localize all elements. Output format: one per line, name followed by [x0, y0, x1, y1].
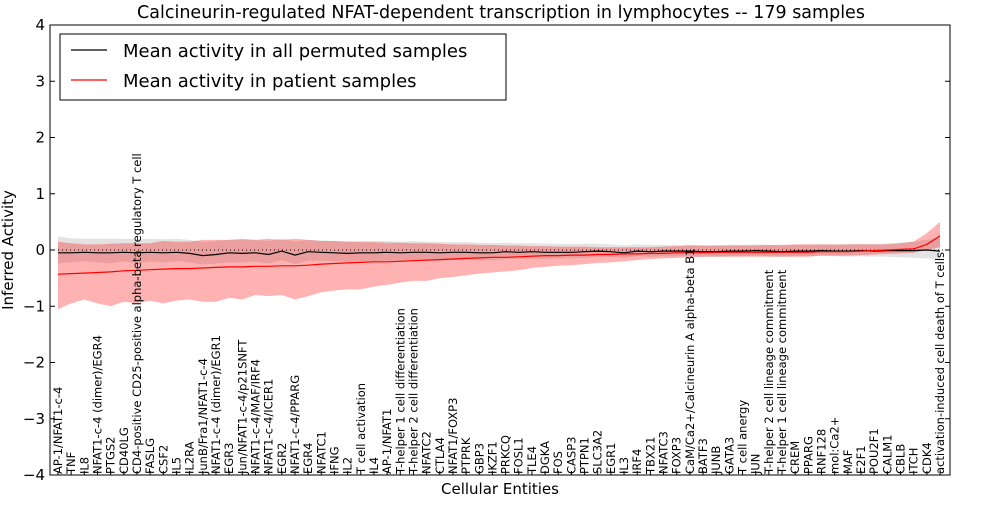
x-tick-label: FOS: [551, 451, 565, 474]
x-tick-label: FOXP3: [670, 437, 684, 474]
x-tick-label: CD40LG: [117, 427, 131, 474]
x-tick-label: IL2RA: [183, 441, 197, 474]
patient-band: [58, 221, 940, 310]
x-tick-label: FOSL1: [512, 437, 526, 474]
x-tick-label: TLE4: [525, 446, 539, 475]
x-tick-label: IL8: [77, 457, 91, 474]
x-tick-label: NFATC3: [657, 431, 671, 474]
legend: Mean activity in all permuted samples Me…: [59, 33, 507, 101]
x-tick-label: PTPN1: [578, 437, 592, 474]
legend-label-permuted: Mean activity in all permuted samples: [123, 41, 467, 62]
x-tick-label: PPARG: [801, 436, 815, 474]
x-tick-label: GATA3: [722, 437, 736, 474]
y-tick-label: 1: [35, 185, 45, 203]
x-tick-label: AP-1/NFAT1-c-4: [51, 387, 65, 474]
x-tick-label: CSF2: [156, 445, 170, 474]
x-tick-label: NFAT1-c-4/MAF/IRF4: [249, 359, 263, 474]
x-tick-label: CD4-positive CD25-positive alpha-beta re…: [130, 153, 144, 474]
x-tick-label: activation-induced cell death of T cells: [933, 252, 947, 474]
y-axis: 4 3 2 1 0 −1 −2 −3 −4: [23, 16, 950, 484]
y-tick-label: 0: [35, 241, 45, 259]
y-axis-label: Inferred Activity: [0, 190, 17, 310]
x-tick-label: CASP3: [564, 437, 578, 474]
x-tick-label: DGKA: [538, 441, 552, 474]
x-tick-label: NFAT1/FOXP3: [446, 398, 460, 474]
x-tick-label: JUNB: [709, 446, 723, 475]
x-tick-label: PTPRK: [459, 437, 473, 474]
confidence-bands: [58, 221, 940, 310]
x-tick-label: IFNG: [327, 446, 341, 474]
y-tick-label: −4: [23, 466, 45, 484]
y-tick-label: 2: [35, 129, 45, 147]
x-tick-label: ITCH: [907, 448, 921, 474]
x-tick-label: Jun/NFAT1-c-4/p21SNFT: [235, 339, 249, 475]
x-tick-label: E2F1: [854, 445, 868, 474]
permuted-mean-line: [58, 249, 941, 257]
x-tick-label: JunB/Fra1/NFAT1-c-4: [196, 358, 210, 475]
x-tick-label: NFAT1-c-4 (dimer)/EGR4: [91, 335, 105, 474]
permuted-band: [58, 236, 940, 265]
x-tick-label: NFAT1-c-4 (dimer)/EGR1: [209, 335, 223, 474]
x-tick-label: POU2F1: [867, 428, 881, 474]
y-tick-label: 3: [35, 72, 45, 90]
x-tick-label: FASLG: [143, 438, 157, 474]
x-tick-label: NFAT1-c-4/PPARG: [288, 375, 302, 474]
x-tick-label: CDK4: [920, 442, 934, 474]
y-tick-label: −3: [23, 410, 45, 428]
x-tick-label: PTGS2: [104, 437, 118, 475]
x-tick-label: CALM1: [880, 434, 894, 474]
x-tick-label: EGR2: [275, 443, 289, 475]
x-tick-label: mol:Ca2+: [828, 417, 842, 474]
x-axis-label: Cellular Entities: [441, 480, 559, 498]
legend-box: [59, 33, 507, 101]
x-tick-label: CaM/Ca2+/Calcineurin A alpha-beta B1: [683, 249, 697, 474]
x-tick-label: T-helper 1 cell differentiation: [393, 308, 407, 475]
y-tick-label: 4: [35, 16, 45, 34]
x-tick-label: EGR4: [301, 443, 315, 475]
x-tick-label: EGR3: [222, 443, 236, 475]
x-axis: AP-1/NFAT1-c-4 TNF IL8 NFAT1-c-4 (dimer)/EG…: [51, 153, 947, 475]
x-tick-label: GBP3: [472, 443, 486, 474]
x-tick-label: NFATC1: [314, 431, 328, 474]
y-tick-label: −1: [23, 297, 45, 315]
series-lines: [57, 235, 941, 275]
x-tick-label: IL4: [367, 457, 381, 474]
x-tick-label: JUN: [749, 454, 763, 475]
y-tick-label: −2: [23, 354, 45, 372]
x-tick-label: EGR1: [604, 443, 618, 475]
x-tick-label: T-helper 2 cell lineage commitment: [762, 269, 776, 475]
x-tick-label: BATF3: [696, 438, 710, 474]
x-tick-label: IL3: [617, 457, 631, 474]
patient-mean-line: [57, 235, 941, 275]
x-tick-label: IRF4: [630, 449, 644, 474]
x-tick-label: IL2: [341, 457, 355, 474]
x-tick-label: TNF: [64, 452, 78, 475]
x-tick-label: CREM: [788, 441, 802, 474]
x-tick-label: CTLA4: [433, 437, 447, 474]
x-tick-label: TBX21: [643, 437, 657, 475]
x-tick-label: T cell anergy: [736, 400, 750, 475]
x-tick-label: NFAT1-c-4/ICER1: [262, 379, 276, 474]
x-tick-label: SLC3A2: [591, 430, 605, 474]
x-tick-label: T cell activation: [354, 383, 368, 475]
x-tick-label: IKZF1: [485, 441, 499, 474]
x-tick-label: IL5: [170, 457, 184, 474]
x-tick-label: RNF128: [815, 429, 829, 474]
x-tick-label: T-helper 1 cell lineage commitment: [775, 269, 789, 475]
x-tick-label: MAF: [841, 450, 855, 474]
x-tick-label: NFATC2: [420, 431, 434, 474]
legend-label-patient: Mean activity in patient samples: [123, 71, 417, 92]
x-tick-label: CBLB: [894, 444, 908, 474]
chart-title: Calcineurin-regulated NFAT-dependent tra…: [137, 3, 865, 23]
x-tick-label: PRKCQ: [499, 435, 513, 474]
x-tick-label: T-helper 2 cell differentiation: [406, 308, 420, 475]
x-tick-label: AP-1/NFAT1: [380, 409, 394, 474]
